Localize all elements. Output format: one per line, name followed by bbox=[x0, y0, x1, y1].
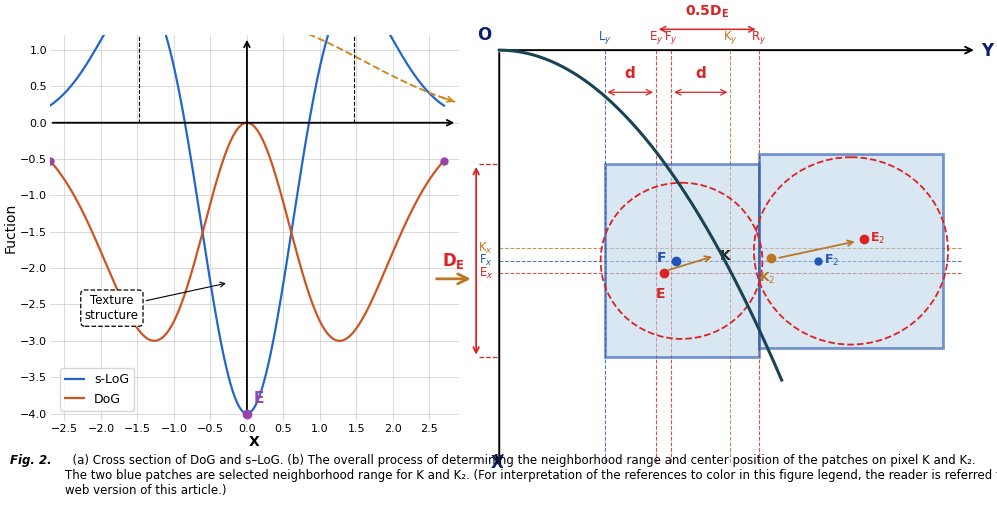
Text: R$_y$: R$_y$ bbox=[751, 29, 766, 46]
Y-axis label: Fuction: Fuction bbox=[3, 203, 17, 254]
Text: F: F bbox=[657, 251, 666, 265]
Text: F$_y$: F$_y$ bbox=[664, 29, 678, 46]
Text: K$_x$: K$_x$ bbox=[479, 241, 494, 256]
X-axis label: X: X bbox=[249, 435, 259, 449]
Text: F$_x$: F$_x$ bbox=[480, 254, 494, 268]
Text: E$_x$: E$_x$ bbox=[479, 266, 494, 281]
Text: (a) Cross section of DoG and s–LoG. (b) The overall process of determining the n: (a) Cross section of DoG and s–LoG. (b) … bbox=[65, 454, 997, 497]
Text: O: O bbox=[478, 26, 492, 44]
Text: Y: Y bbox=[981, 42, 993, 60]
Text: d: d bbox=[625, 66, 635, 81]
Text: E$_y$: E$_y$ bbox=[649, 29, 663, 46]
Text: $\bf{D_E}$: $\bf{D_E}$ bbox=[442, 251, 465, 271]
Text: F$_2$: F$_2$ bbox=[824, 254, 839, 268]
Text: L$_y$: L$_y$ bbox=[597, 29, 611, 46]
Text: X: X bbox=[491, 453, 503, 472]
Text: $\bf{E}$: $\bf{E}$ bbox=[253, 390, 264, 406]
Text: E$_2$: E$_2$ bbox=[870, 231, 885, 246]
Text: K$_2$: K$_2$ bbox=[759, 271, 776, 286]
Text: Fig. 2.: Fig. 2. bbox=[10, 454, 52, 467]
Bar bbox=[759, 154, 943, 348]
Text: K$_y$: K$_y$ bbox=[723, 29, 738, 46]
Text: E: E bbox=[656, 287, 666, 301]
Text: Texture
structure: Texture structure bbox=[85, 282, 224, 322]
Legend: s-LoG, DoG: s-LoG, DoG bbox=[60, 369, 134, 411]
Bar bbox=[604, 164, 759, 357]
Text: d: d bbox=[695, 66, 706, 81]
Text: $\bf{0.5D_E}$: $\bf{0.5D_E}$ bbox=[685, 4, 729, 20]
Text: K: K bbox=[720, 249, 731, 263]
